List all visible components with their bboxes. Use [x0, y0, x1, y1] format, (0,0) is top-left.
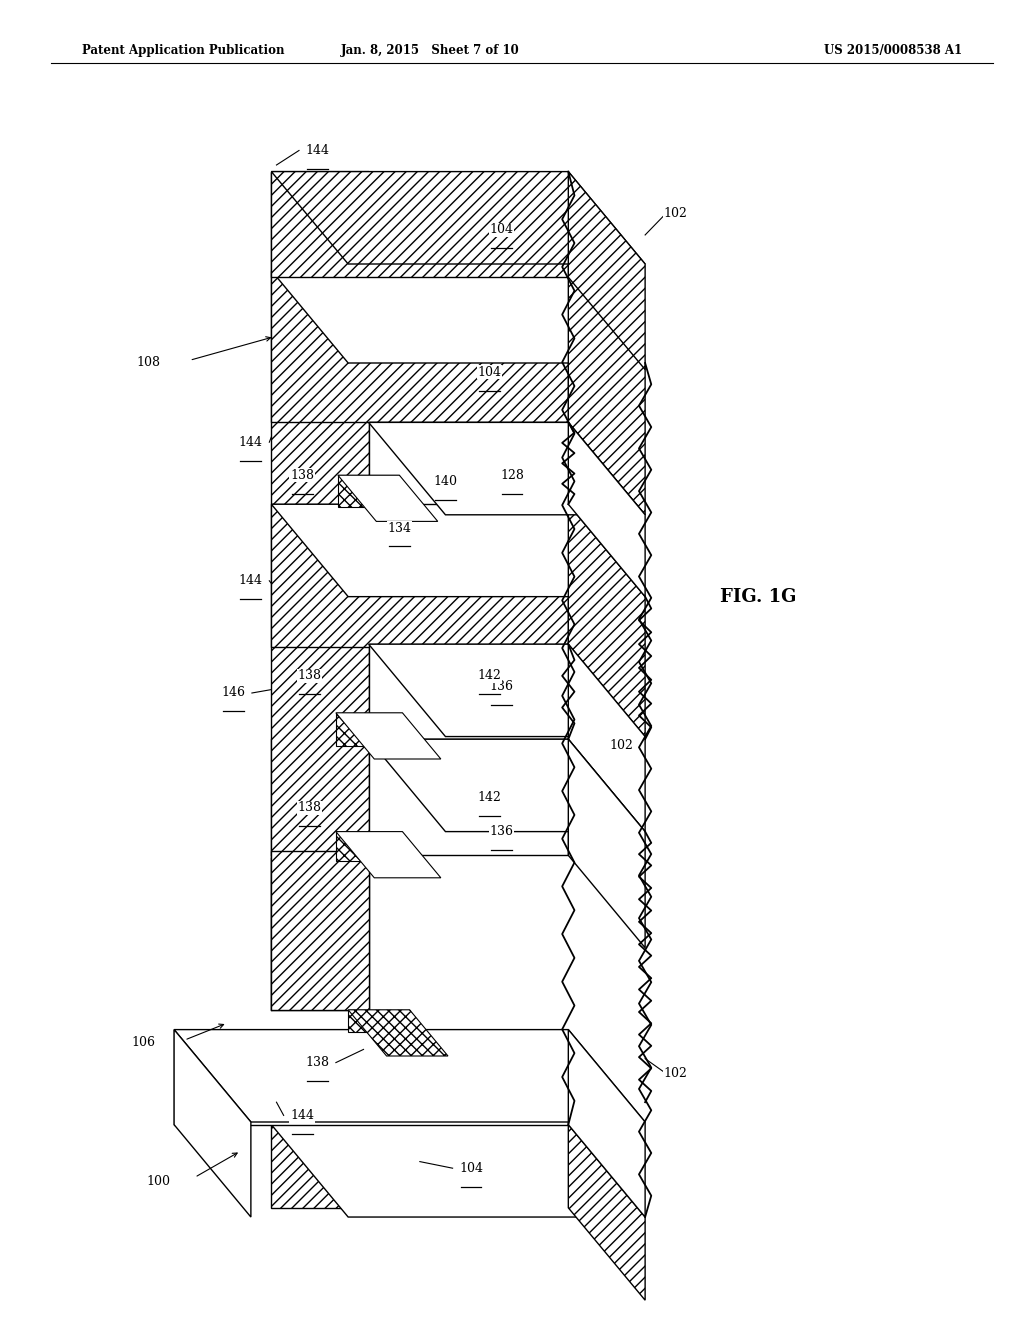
Polygon shape: [336, 832, 440, 878]
Polygon shape: [271, 851, 369, 1010]
Polygon shape: [369, 739, 568, 855]
Text: 144: 144: [305, 144, 330, 157]
Text: 144: 144: [239, 574, 263, 587]
Polygon shape: [336, 713, 440, 759]
Text: 102: 102: [664, 1067, 688, 1080]
Text: 144: 144: [239, 436, 263, 449]
Text: 142: 142: [477, 791, 502, 804]
Polygon shape: [568, 422, 645, 597]
Text: 136: 136: [489, 680, 514, 693]
Text: 138: 138: [297, 801, 322, 814]
Polygon shape: [369, 644, 568, 739]
Text: Patent Application Publication: Patent Application Publication: [82, 44, 285, 57]
Polygon shape: [271, 172, 568, 277]
Text: 100: 100: [146, 1175, 171, 1188]
Polygon shape: [348, 1010, 449, 1056]
Text: 104: 104: [459, 1162, 483, 1175]
Text: 138: 138: [305, 1056, 330, 1069]
Text: 102: 102: [664, 207, 688, 220]
Polygon shape: [271, 1125, 645, 1217]
Text: 104: 104: [489, 223, 514, 236]
Text: FIG. 1G: FIG. 1G: [720, 587, 796, 606]
Polygon shape: [348, 1010, 410, 1032]
Text: 128: 128: [500, 469, 524, 482]
Text: 104: 104: [477, 366, 502, 379]
Polygon shape: [336, 832, 402, 861]
Text: 142: 142: [477, 669, 502, 682]
Polygon shape: [174, 1030, 645, 1122]
Polygon shape: [369, 422, 568, 504]
Polygon shape: [271, 271, 568, 422]
Polygon shape: [369, 644, 645, 737]
Polygon shape: [174, 1030, 251, 1217]
Text: US 2015/0008538 A1: US 2015/0008538 A1: [824, 44, 963, 57]
Polygon shape: [568, 739, 645, 948]
Polygon shape: [568, 172, 645, 370]
Polygon shape: [271, 504, 645, 597]
Text: 140: 140: [433, 475, 458, 488]
Polygon shape: [271, 504, 568, 647]
Text: 144: 144: [290, 1109, 314, 1122]
Polygon shape: [568, 504, 645, 739]
Text: 106: 106: [131, 1036, 156, 1049]
Polygon shape: [174, 1030, 568, 1125]
Polygon shape: [271, 271, 645, 363]
Polygon shape: [271, 172, 445, 264]
Text: 138: 138: [297, 669, 322, 682]
Polygon shape: [271, 172, 645, 264]
Polygon shape: [568, 1125, 645, 1300]
Text: 146: 146: [221, 686, 246, 700]
Polygon shape: [369, 739, 645, 832]
Polygon shape: [338, 475, 438, 521]
Text: Jan. 8, 2015   Sheet 7 of 10: Jan. 8, 2015 Sheet 7 of 10: [341, 44, 519, 57]
Text: 102: 102: [609, 739, 633, 752]
Polygon shape: [271, 172, 369, 1010]
Text: 138: 138: [290, 469, 314, 482]
Text: 136: 136: [489, 825, 514, 838]
Polygon shape: [568, 1030, 645, 1217]
Polygon shape: [338, 475, 399, 507]
Polygon shape: [369, 422, 645, 515]
Polygon shape: [336, 713, 402, 746]
Polygon shape: [568, 271, 645, 515]
Polygon shape: [568, 644, 645, 832]
Polygon shape: [271, 1125, 568, 1208]
Text: 134: 134: [387, 521, 412, 535]
Text: 108: 108: [136, 356, 161, 370]
